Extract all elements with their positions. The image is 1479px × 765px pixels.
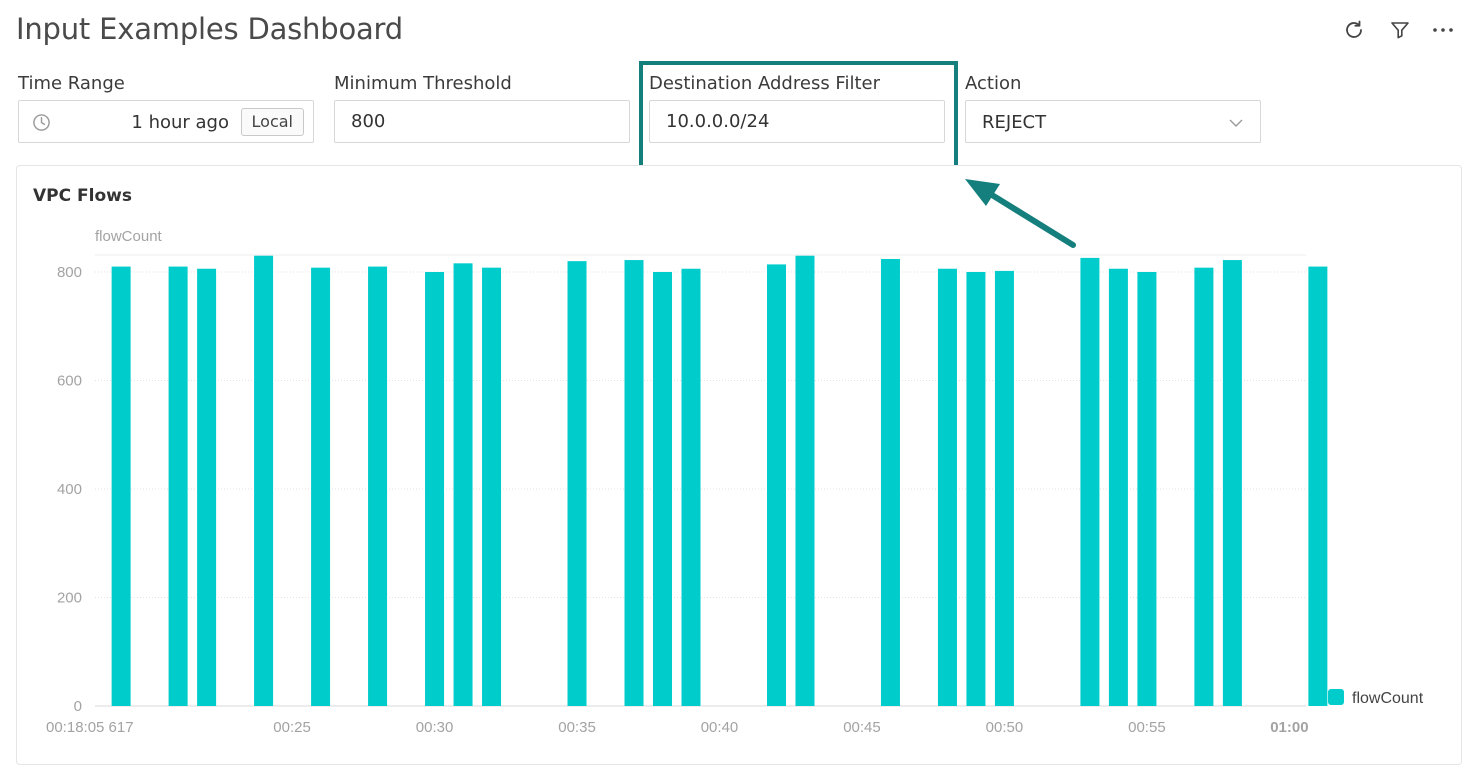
filter-icon[interactable] <box>1388 18 1412 42</box>
min-threshold-input[interactable] <box>335 101 629 142</box>
x-tick-label: 01:00 <box>1270 719 1308 736</box>
time-range-value: 1 hour ago <box>131 112 229 133</box>
bar <box>795 255 815 706</box>
dest-filter-input[interactable] <box>650 101 944 142</box>
action-select[interactable]: REJECT <box>965 100 1261 143</box>
min-threshold-label: Minimum Threshold <box>334 73 512 94</box>
timezone-local-button[interactable]: Local <box>240 108 304 136</box>
bar <box>1137 272 1157 706</box>
action-value: REJECT <box>982 112 1047 133</box>
x-tick-label: 00:40 <box>701 719 739 736</box>
x-tick-label: 00:50 <box>986 719 1024 736</box>
bar <box>766 264 786 706</box>
page-title: Input Examples Dashboard <box>16 12 403 46</box>
chevron-down-icon <box>1229 119 1243 127</box>
bar <box>1222 260 1242 706</box>
y-tick-label: 400 <box>57 481 82 498</box>
bar <box>311 267 331 706</box>
action-label: Action <box>965 73 1022 94</box>
bar <box>482 267 502 706</box>
bar <box>453 263 473 706</box>
y-tick-label: 200 <box>57 590 82 607</box>
min-threshold-field <box>334 100 630 143</box>
legend-label: flowCount <box>1352 690 1424 707</box>
bar <box>425 272 445 706</box>
bar <box>653 272 673 706</box>
bar <box>197 268 217 706</box>
x-tick-label: 00:18:05 617 <box>46 719 134 736</box>
time-range-picker[interactable]: 1 hour ago Local <box>18 100 314 143</box>
y-tick-label: 600 <box>57 373 82 390</box>
bar <box>880 258 900 706</box>
y-axis-label: flowCount <box>95 228 163 245</box>
y-tick-label: 800 <box>57 264 82 281</box>
bar <box>1080 257 1100 706</box>
bar <box>1194 267 1214 706</box>
bar <box>168 266 188 706</box>
bar <box>994 270 1014 706</box>
time-range-label: Time Range <box>18 73 125 94</box>
x-tick-label: 00:45 <box>843 719 881 736</box>
clock-icon <box>33 114 50 131</box>
panel-title: VPC Flows <box>33 186 132 206</box>
x-tick-label: 00:25 <box>273 719 311 736</box>
x-tick-label: 00:35 <box>558 719 596 736</box>
legend-swatch <box>1328 689 1344 705</box>
bar <box>966 272 986 706</box>
more-icon[interactable] <box>1431 18 1455 42</box>
x-tick-label: 00:30 <box>416 719 454 736</box>
y-tick-label: 0 <box>74 698 82 715</box>
bar <box>624 260 644 706</box>
bar <box>1108 268 1128 706</box>
bar <box>937 268 957 706</box>
dest-filter-field <box>649 100 945 143</box>
x-tick-label: 00:55 <box>1128 719 1166 736</box>
refresh-icon[interactable] <box>1342 18 1366 42</box>
dest-filter-label: Destination Address Filter <box>649 73 880 94</box>
bar <box>368 266 388 706</box>
bar <box>1308 266 1328 706</box>
bar <box>567 261 587 706</box>
bar <box>254 255 274 706</box>
bar <box>681 268 701 706</box>
bar <box>111 266 131 706</box>
